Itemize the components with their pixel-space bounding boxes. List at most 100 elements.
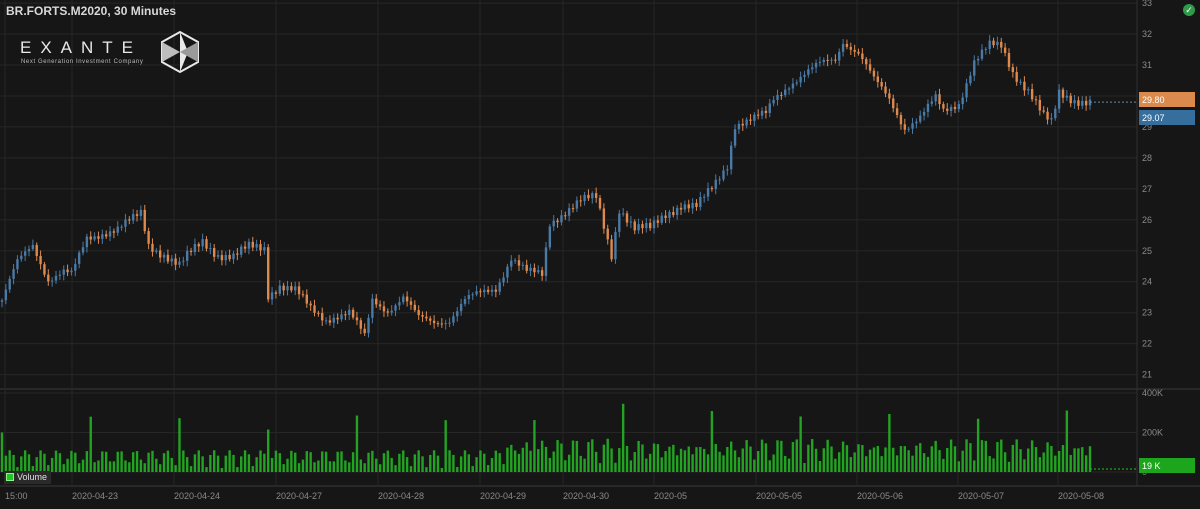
volume-bar: [444, 420, 447, 472]
logo-hexagon-icon: [161, 30, 199, 74]
candle-body: [108, 231, 112, 237]
candle-body: [1050, 118, 1053, 120]
volume-bar: [278, 453, 281, 472]
candle-body: [158, 250, 162, 258]
candle-body: [919, 115, 922, 122]
candle-body: [648, 222, 652, 229]
candle-body: [892, 98, 895, 109]
candle-body: [872, 70, 876, 77]
candle-body: [155, 250, 158, 252]
candle-body: [97, 236, 100, 239]
candle-body: [340, 314, 343, 320]
volume-bar: [784, 455, 787, 472]
candle-body: [201, 239, 204, 247]
candle-body: [984, 48, 988, 50]
volume-bar: [382, 453, 386, 472]
candle-body: [143, 209, 146, 232]
candle-body: [263, 247, 266, 251]
candle-body: [926, 103, 930, 112]
volume-bar: [506, 447, 509, 472]
price-tick-label: 29: [1142, 122, 1152, 132]
candle-body: [718, 179, 721, 181]
candle-body: [537, 270, 540, 273]
candle-body: [691, 202, 694, 209]
candle-body: [888, 93, 891, 99]
price-tick-label: 27: [1142, 184, 1152, 194]
candle-body: [413, 304, 417, 311]
candle-body: [733, 129, 737, 146]
volume-bar: [189, 466, 193, 472]
volume-bar: [62, 464, 65, 472]
candle-body: [784, 89, 787, 96]
volume-bar: [116, 451, 119, 472]
candle-body: [494, 289, 498, 292]
candle-body: [170, 258, 173, 262]
volume-bar: [1073, 448, 1076, 472]
volume-bar: [39, 450, 42, 472]
volume-bar: [1057, 451, 1061, 472]
price-tag: [1139, 110, 1195, 125]
volume-bar: [1000, 439, 1003, 472]
volume-bar: [915, 445, 918, 472]
volume-bar: [811, 439, 814, 472]
candle-body: [89, 236, 92, 240]
volume-bar: [394, 465, 397, 472]
candle-body: [193, 244, 197, 253]
candle-body: [729, 145, 733, 170]
volume-bar: [182, 450, 185, 472]
volume-bar: [544, 446, 548, 472]
candle-body: [378, 304, 382, 307]
volume-bar: [463, 450, 467, 472]
candle-body: [579, 200, 582, 202]
volume-bar: [421, 456, 424, 472]
time-tick-label: 2020-05-08: [1058, 491, 1104, 501]
candle-body: [444, 323, 447, 325]
candle-body: [506, 266, 509, 278]
candle-body: [695, 202, 698, 207]
candle-body: [737, 123, 741, 130]
candle-body: [672, 211, 675, 216]
volume-bar: [625, 445, 629, 472]
candle-body: [185, 250, 189, 261]
candle-body: [456, 311, 459, 317]
candle-body: [656, 220, 660, 223]
volume-bar: [486, 465, 490, 472]
candle-body: [714, 179, 717, 189]
volume-bar: [43, 453, 46, 472]
volume-bar: [85, 451, 89, 472]
candle-body: [922, 111, 926, 116]
volume-bar: [128, 462, 131, 472]
candle-body: [213, 248, 216, 257]
candle-body: [436, 323, 440, 325]
candle-body: [182, 260, 185, 262]
volume-bar: [1042, 452, 1045, 472]
candle-body: [598, 197, 602, 209]
candle-body: [93, 236, 96, 240]
candle-body: [1046, 111, 1049, 120]
time-tick-label: 2020-05-07: [958, 491, 1004, 501]
candle-body: [35, 244, 38, 257]
volume-bar: [101, 451, 104, 472]
volume-tick-label: 200K: [1142, 428, 1163, 438]
volume-bar: [294, 452, 297, 472]
volume-bar: [911, 455, 914, 472]
volume-bar: [749, 446, 752, 472]
candle-body: [409, 301, 413, 305]
candle-body: [1042, 110, 1045, 112]
volume-bar: [77, 463, 81, 472]
volume-bar: [722, 455, 725, 472]
volume-bar: [23, 450, 27, 472]
candle-body: [949, 106, 953, 111]
volume-bar: [1011, 444, 1015, 472]
volume-bar: [251, 466, 254, 472]
volume-bar: [12, 454, 15, 472]
candle-body: [664, 215, 667, 219]
volume-legend[interactable]: Volume: [4, 471, 52, 484]
volume-bar: [35, 457, 38, 472]
volume-bar: [236, 467, 239, 472]
candle-body: [942, 104, 945, 109]
candle-body: [552, 220, 555, 227]
volume-bar: [475, 457, 478, 472]
volume-bar: [70, 450, 73, 472]
candle-body: [726, 169, 729, 171]
